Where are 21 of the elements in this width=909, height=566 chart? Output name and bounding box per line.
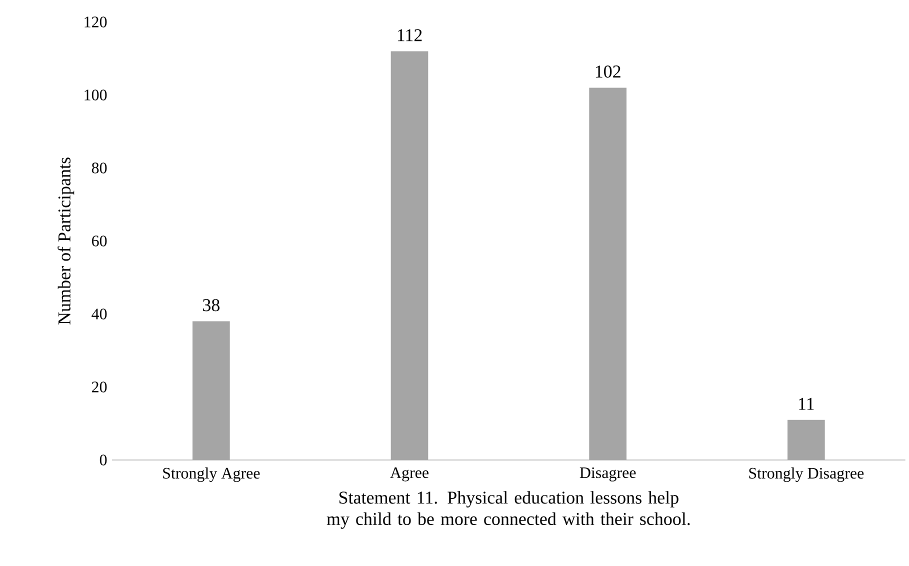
y-tick-label: 20 (92, 382, 107, 392)
x-tick-label: Strongly Agree (163, 467, 260, 482)
y-tick-label: 60 (92, 236, 107, 246)
x-tick-label: Agree (390, 467, 428, 482)
y-axis-title: Number of Participants (58, 158, 74, 324)
y-tick-label: 120 (84, 16, 107, 28)
bar (788, 420, 825, 460)
data-label: 112 (398, 29, 422, 42)
y-tick-label: 100 (84, 90, 107, 100)
y-tick-label: 0 (100, 454, 107, 466)
x-axis-title: Statement 11. Physical education lessons help my child to be more connected with their school. (326, 491, 690, 529)
data-label: 11 (799, 398, 814, 410)
data-label: 38 (203, 299, 220, 312)
x-tick-label: Disagree (580, 467, 636, 482)
bar (390, 51, 428, 460)
y-tick-label: 80 (92, 162, 107, 174)
bar (589, 88, 626, 460)
y-tick-label: 40 (92, 308, 107, 320)
bar (192, 321, 230, 460)
x-tick-label: Strongly Disagree (749, 467, 864, 482)
data-label: 102 (596, 65, 620, 78)
